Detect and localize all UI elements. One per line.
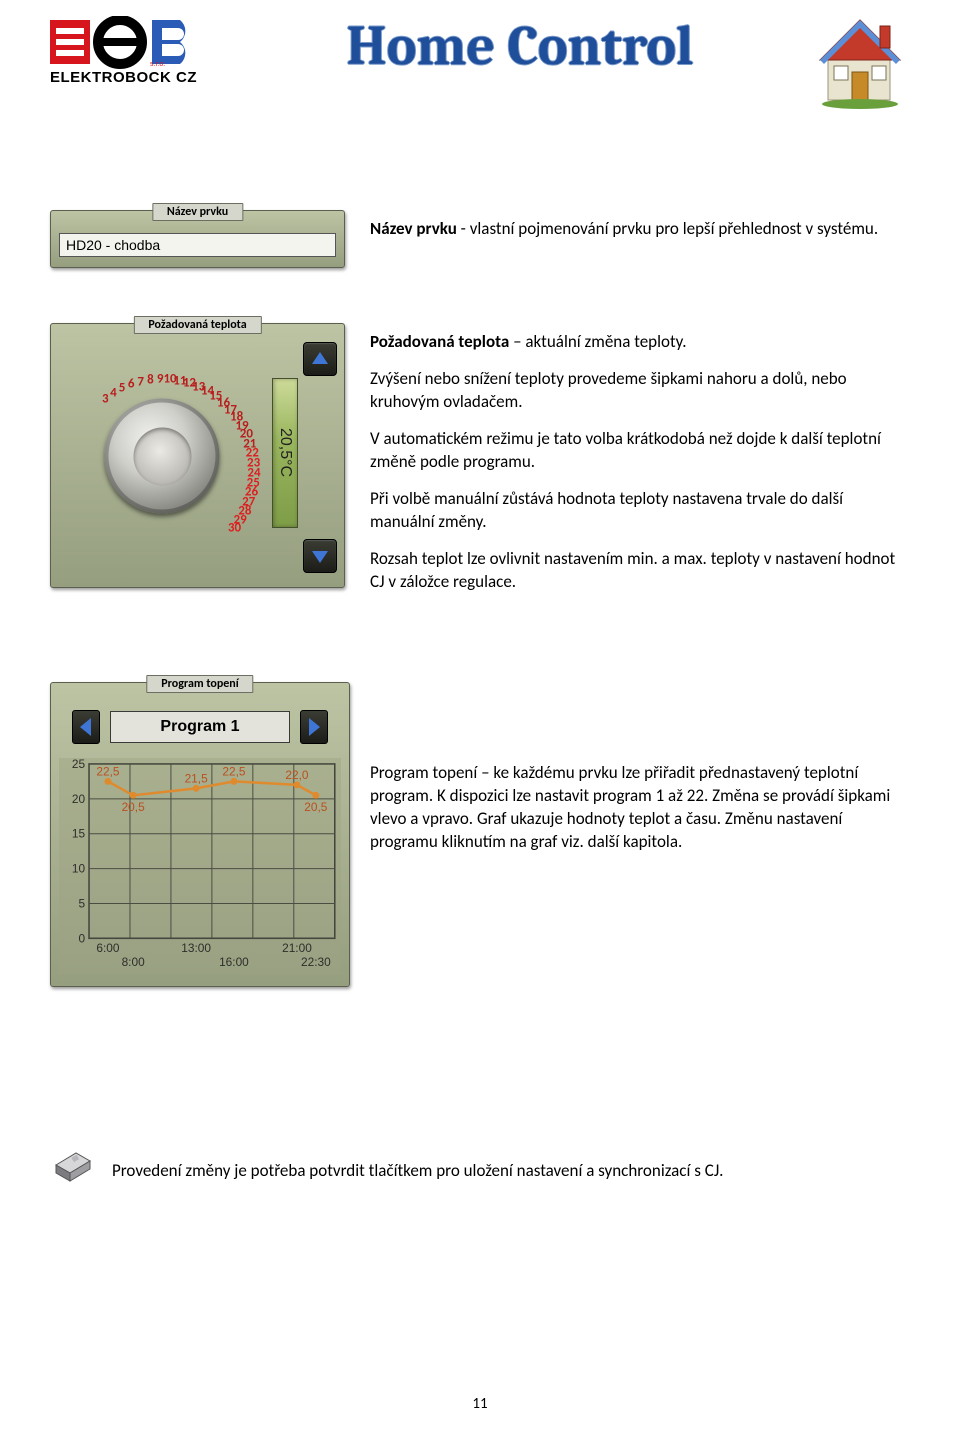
program-chart[interactable]: 0 5 10 15 20 25 22,5 20,5 21,5 22,5 22,0 20,5 6:00 13…: [59, 758, 341, 974]
svg-text:21,5: 21,5: [185, 772, 209, 786]
svg-text:6:00: 6:00: [96, 942, 120, 956]
svg-text:s.r.o.: s.r.o.: [150, 61, 165, 68]
svg-text:22,5: 22,5: [96, 765, 120, 779]
temperature-display: 20,5°C: [272, 378, 298, 528]
svg-text:16:00: 16:00: [219, 956, 249, 970]
element-name-input[interactable]: [59, 233, 336, 257]
svg-text:5: 5: [78, 897, 85, 911]
svg-text:13:00: 13:00: [181, 942, 211, 956]
widget-setpoint-temperature: Požadovaná teplota 345678910111213141516…: [50, 323, 345, 588]
widget-tab-label: Program topení: [146, 675, 253, 693]
program-next-button[interactable]: [300, 710, 328, 744]
save-icon: [50, 1147, 96, 1193]
svg-text:0: 0: [78, 932, 85, 946]
page-number: 11: [472, 1395, 487, 1413]
svg-text:21:00: 21:00: [282, 942, 312, 956]
page-title: Home Control: [347, 10, 694, 78]
company-logo: s.r.o. ELEKTROBOCK CZ: [50, 10, 230, 86]
dial-tick: 4: [110, 385, 117, 400]
svg-text:8:00: 8:00: [122, 956, 146, 970]
widget-tab-label: Název prvku: [152, 203, 243, 221]
dial-tick: 30: [228, 520, 241, 535]
dial-tick: 6: [128, 377, 135, 392]
save-note: Provedení změny je potřeba potvrdit tlač…: [50, 1147, 910, 1193]
setpoint-description: Požadovaná teplota – aktuální změna tepl…: [355, 323, 910, 607]
svg-text:25: 25: [72, 758, 86, 771]
svg-text:10: 10: [72, 862, 86, 876]
svg-text:22,0: 22,0: [285, 768, 309, 782]
dial-tick: 7: [137, 374, 144, 389]
program-name: Program 1: [110, 711, 290, 743]
svg-text:22,5: 22,5: [222, 765, 246, 779]
dial-tick: 3: [102, 391, 109, 406]
save-note-text: Provedení změny je potřeba potvrdit tlač…: [112, 1160, 723, 1181]
element-name-description: Název prvku - vlastní pojmenování prvku …: [355, 210, 910, 255]
widget-tab-label: Požadovaná teplota: [133, 316, 261, 334]
company-name: ELEKTROBOCK CZ: [50, 69, 230, 86]
temp-down-button[interactable]: [303, 539, 337, 573]
temp-up-button[interactable]: [303, 342, 337, 376]
widget-element-name: Název prvku: [50, 210, 345, 268]
house-icon: [810, 10, 910, 110]
temperature-dial[interactable]: 3456789101112131415161718192021222324252…: [57, 346, 267, 566]
dial-tick: 5: [119, 381, 126, 396]
program-prev-button[interactable]: [72, 710, 100, 744]
dial-tick: 8: [147, 372, 154, 387]
svg-text:20,5: 20,5: [304, 801, 328, 815]
svg-text:20,5: 20,5: [122, 801, 146, 815]
svg-text:15: 15: [72, 827, 86, 841]
page-header: s.r.o. ELEKTROBOCK CZ Home Control: [50, 10, 910, 130]
widget-heating-program: Program topení Program 1 051015202522,52…: [50, 682, 350, 987]
svg-text:22:30: 22:30: [301, 956, 331, 970]
svg-text:20: 20: [72, 792, 86, 806]
program-description: Program topení – ke každému prvku lze př…: [355, 682, 910, 868]
dial-knob[interactable]: [105, 399, 220, 514]
